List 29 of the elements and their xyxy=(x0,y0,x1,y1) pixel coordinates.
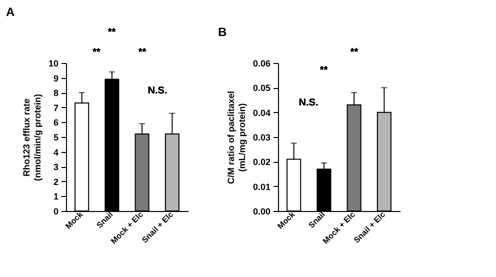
annotation: ** xyxy=(320,64,328,76)
y-axis-title: C/M ratio of paclitaxel (mL/mg protein) xyxy=(226,90,247,184)
y-tick-label: 2 xyxy=(53,176,58,187)
y-tick-label: 1 xyxy=(53,192,58,202)
y-tick-label: 0.04 xyxy=(252,108,270,118)
y-tick-label: 0.06 xyxy=(252,58,270,68)
chart-title: A xyxy=(6,5,15,19)
y-tick-label: 0.01 xyxy=(252,182,270,192)
y-tick-label: 0.05 xyxy=(252,83,270,94)
y-tick-label: 0.02 xyxy=(252,157,270,168)
y-tick-label: 9 xyxy=(53,73,58,84)
y-tick-label: 0.03 xyxy=(252,132,270,142)
text: ** xyxy=(92,47,100,58)
annotation: N.S. xyxy=(148,86,168,97)
y-tick-label: 7 xyxy=(53,102,58,113)
text: ** xyxy=(108,27,116,38)
text: ** xyxy=(138,47,146,58)
y-tick-label: 0.00 xyxy=(252,206,270,216)
y-tick-label: 6 xyxy=(53,118,58,128)
y-tick-label: 5 xyxy=(53,132,58,142)
y-axis-title: Rho123 efflux rate (nmol/min/g protein) xyxy=(21,94,42,181)
text: ** xyxy=(350,47,358,58)
y-tick-label: 4 xyxy=(53,147,58,158)
y-tick-label: 0 xyxy=(53,206,58,216)
y-tick-label: 3 xyxy=(53,162,58,172)
chart-title: B xyxy=(218,25,227,39)
y-tick-label: 8 xyxy=(53,88,58,98)
annotation: N.S. xyxy=(298,97,318,108)
y-tick-label: 10 xyxy=(48,58,58,68)
